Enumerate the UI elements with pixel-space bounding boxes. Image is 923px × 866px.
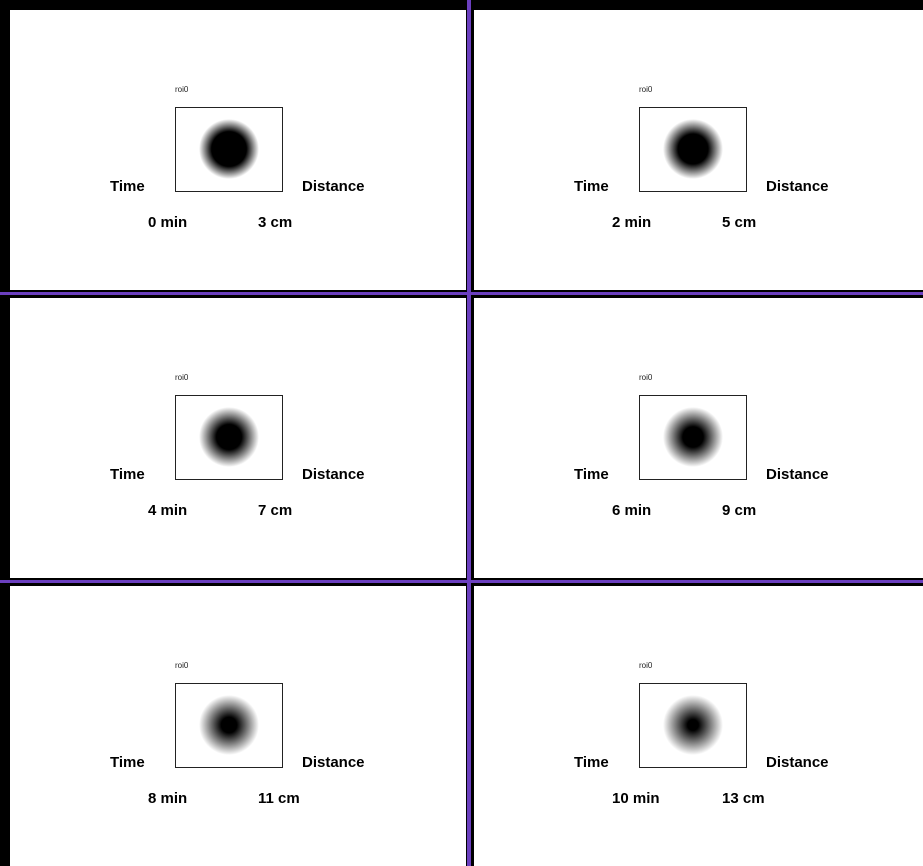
roi-box: [639, 395, 747, 480]
time-label: Time: [574, 754, 609, 771]
roi-box: [175, 395, 283, 480]
roi-label: roi0: [639, 85, 652, 94]
distance-value: 11 cm: [258, 790, 300, 807]
roi-label: roi0: [175, 85, 188, 94]
divider: [0, 292, 923, 295]
distance-value: 9 cm: [722, 502, 756, 519]
distance-label: Distance: [766, 466, 829, 483]
roi-box: [175, 683, 283, 768]
roi-box: [639, 683, 747, 768]
panel: roi0 Time Distance 2 min 5 cm: [474, 10, 923, 290]
time-label: Time: [110, 754, 145, 771]
blob: [663, 695, 723, 755]
roi-label: roi0: [175, 373, 188, 382]
distance-label: Distance: [302, 754, 365, 771]
blob: [663, 407, 723, 467]
panel: roi0 Time Distance 8 min 11 cm: [10, 586, 466, 866]
divider: [0, 580, 923, 583]
roi-box: [175, 107, 283, 192]
panel: roi0 Time Distance 10 min 13 cm: [474, 586, 923, 866]
time-value: 0 min: [148, 214, 187, 231]
distance-label: Distance: [766, 178, 829, 195]
panel: roi0 Time Distance 0 min 3 cm: [10, 10, 466, 290]
roi-box: [639, 107, 747, 192]
blob: [199, 407, 259, 467]
time-label: Time: [574, 178, 609, 195]
roi-label: roi0: [639, 373, 652, 382]
time-label: Time: [574, 466, 609, 483]
blob: [663, 119, 723, 179]
distance-label: Distance: [302, 466, 365, 483]
divider: [467, 0, 471, 866]
distance-label: Distance: [302, 178, 365, 195]
panel: roi0 Time Distance 6 min 9 cm: [474, 298, 923, 578]
screen: roi0 Time Distance 0 min 3 cm roi0 Time Distanc…: [0, 0, 923, 866]
time-label: Time: [110, 466, 145, 483]
roi-label: roi0: [639, 661, 652, 670]
time-value: 4 min: [148, 502, 187, 519]
roi-label: roi0: [175, 661, 188, 670]
time-value: 10 min: [612, 790, 660, 807]
time-value: 6 min: [612, 502, 651, 519]
panel: roi0 Time Distance 4 min 7 cm: [10, 298, 466, 578]
blob: [199, 695, 259, 755]
distance-value: 7 cm: [258, 502, 292, 519]
distance-label: Distance: [766, 754, 829, 771]
time-label: Time: [110, 178, 145, 195]
time-value: 8 min: [148, 790, 187, 807]
distance-value: 3 cm: [258, 214, 292, 231]
distance-value: 5 cm: [722, 214, 756, 231]
blob: [199, 119, 259, 179]
time-value: 2 min: [612, 214, 651, 231]
distance-value: 13 cm: [722, 790, 765, 807]
